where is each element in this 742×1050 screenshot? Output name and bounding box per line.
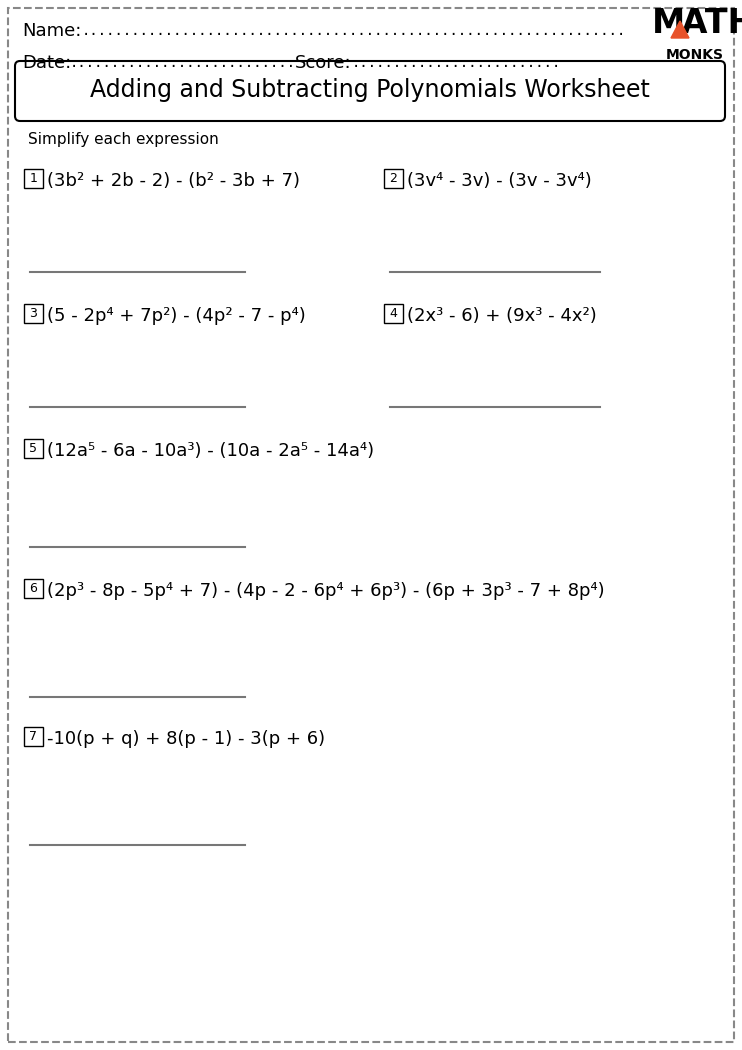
Text: Adding and Subtracting Polynomials Worksheet: Adding and Subtracting Polynomials Works…: [90, 78, 650, 102]
FancyBboxPatch shape: [24, 727, 43, 745]
FancyBboxPatch shape: [24, 169, 43, 188]
Polygon shape: [671, 21, 689, 38]
Text: (3v⁴ - 3v) - (3v - 3v⁴): (3v⁴ - 3v) - (3v - 3v⁴): [407, 172, 592, 190]
Text: 3: 3: [30, 307, 37, 320]
Text: M: M: [652, 7, 686, 40]
Text: 1: 1: [30, 172, 37, 185]
Text: .........................: .........................: [352, 56, 562, 70]
Text: MONKS: MONKS: [666, 48, 724, 62]
Text: 6: 6: [30, 582, 37, 595]
Text: 5: 5: [30, 442, 38, 455]
FancyBboxPatch shape: [24, 304, 43, 323]
FancyBboxPatch shape: [24, 579, 43, 598]
FancyBboxPatch shape: [384, 304, 403, 323]
Text: (12a⁵ - 6a - 10a³) - (10a - 2a⁵ - 14a⁴): (12a⁵ - 6a - 10a³) - (10a - 2a⁵ - 14a⁴): [47, 442, 374, 460]
Text: .................................................................: ........................................…: [82, 24, 626, 38]
Text: ...........................: ...........................: [70, 56, 296, 70]
Text: (2x³ - 6) + (9x³ - 4x²): (2x³ - 6) + (9x³ - 4x²): [407, 307, 597, 326]
Text: Simplify each expression: Simplify each expression: [28, 132, 219, 147]
FancyBboxPatch shape: [24, 439, 43, 458]
Text: 4: 4: [390, 307, 398, 320]
Text: -10(p + q) + 8(p - 1) - 3(p + 6): -10(p + q) + 8(p - 1) - 3(p + 6): [47, 730, 325, 748]
Text: ATH: ATH: [670, 7, 742, 40]
FancyBboxPatch shape: [15, 61, 725, 121]
Text: Name:: Name:: [22, 22, 82, 40]
Text: 7: 7: [30, 730, 38, 743]
Text: (3b² + 2b - 2) - (b² - 3b + 7): (3b² + 2b - 2) - (b² - 3b + 7): [47, 172, 300, 190]
FancyBboxPatch shape: [384, 169, 403, 188]
Text: (2p³ - 8p - 5p⁴ + 7) - (4p - 2 - 6p⁴ + 6p³) - (6p + 3p³ - 7 + 8p⁴): (2p³ - 8p - 5p⁴ + 7) - (4p - 2 - 6p⁴ + 6…: [47, 582, 605, 600]
Text: Score:: Score:: [295, 54, 352, 72]
Text: Date:: Date:: [22, 54, 71, 72]
Text: 2: 2: [390, 172, 398, 185]
Text: (5 - 2p⁴ + 7p²) - (4p² - 7 - p⁴): (5 - 2p⁴ + 7p²) - (4p² - 7 - p⁴): [47, 307, 306, 326]
